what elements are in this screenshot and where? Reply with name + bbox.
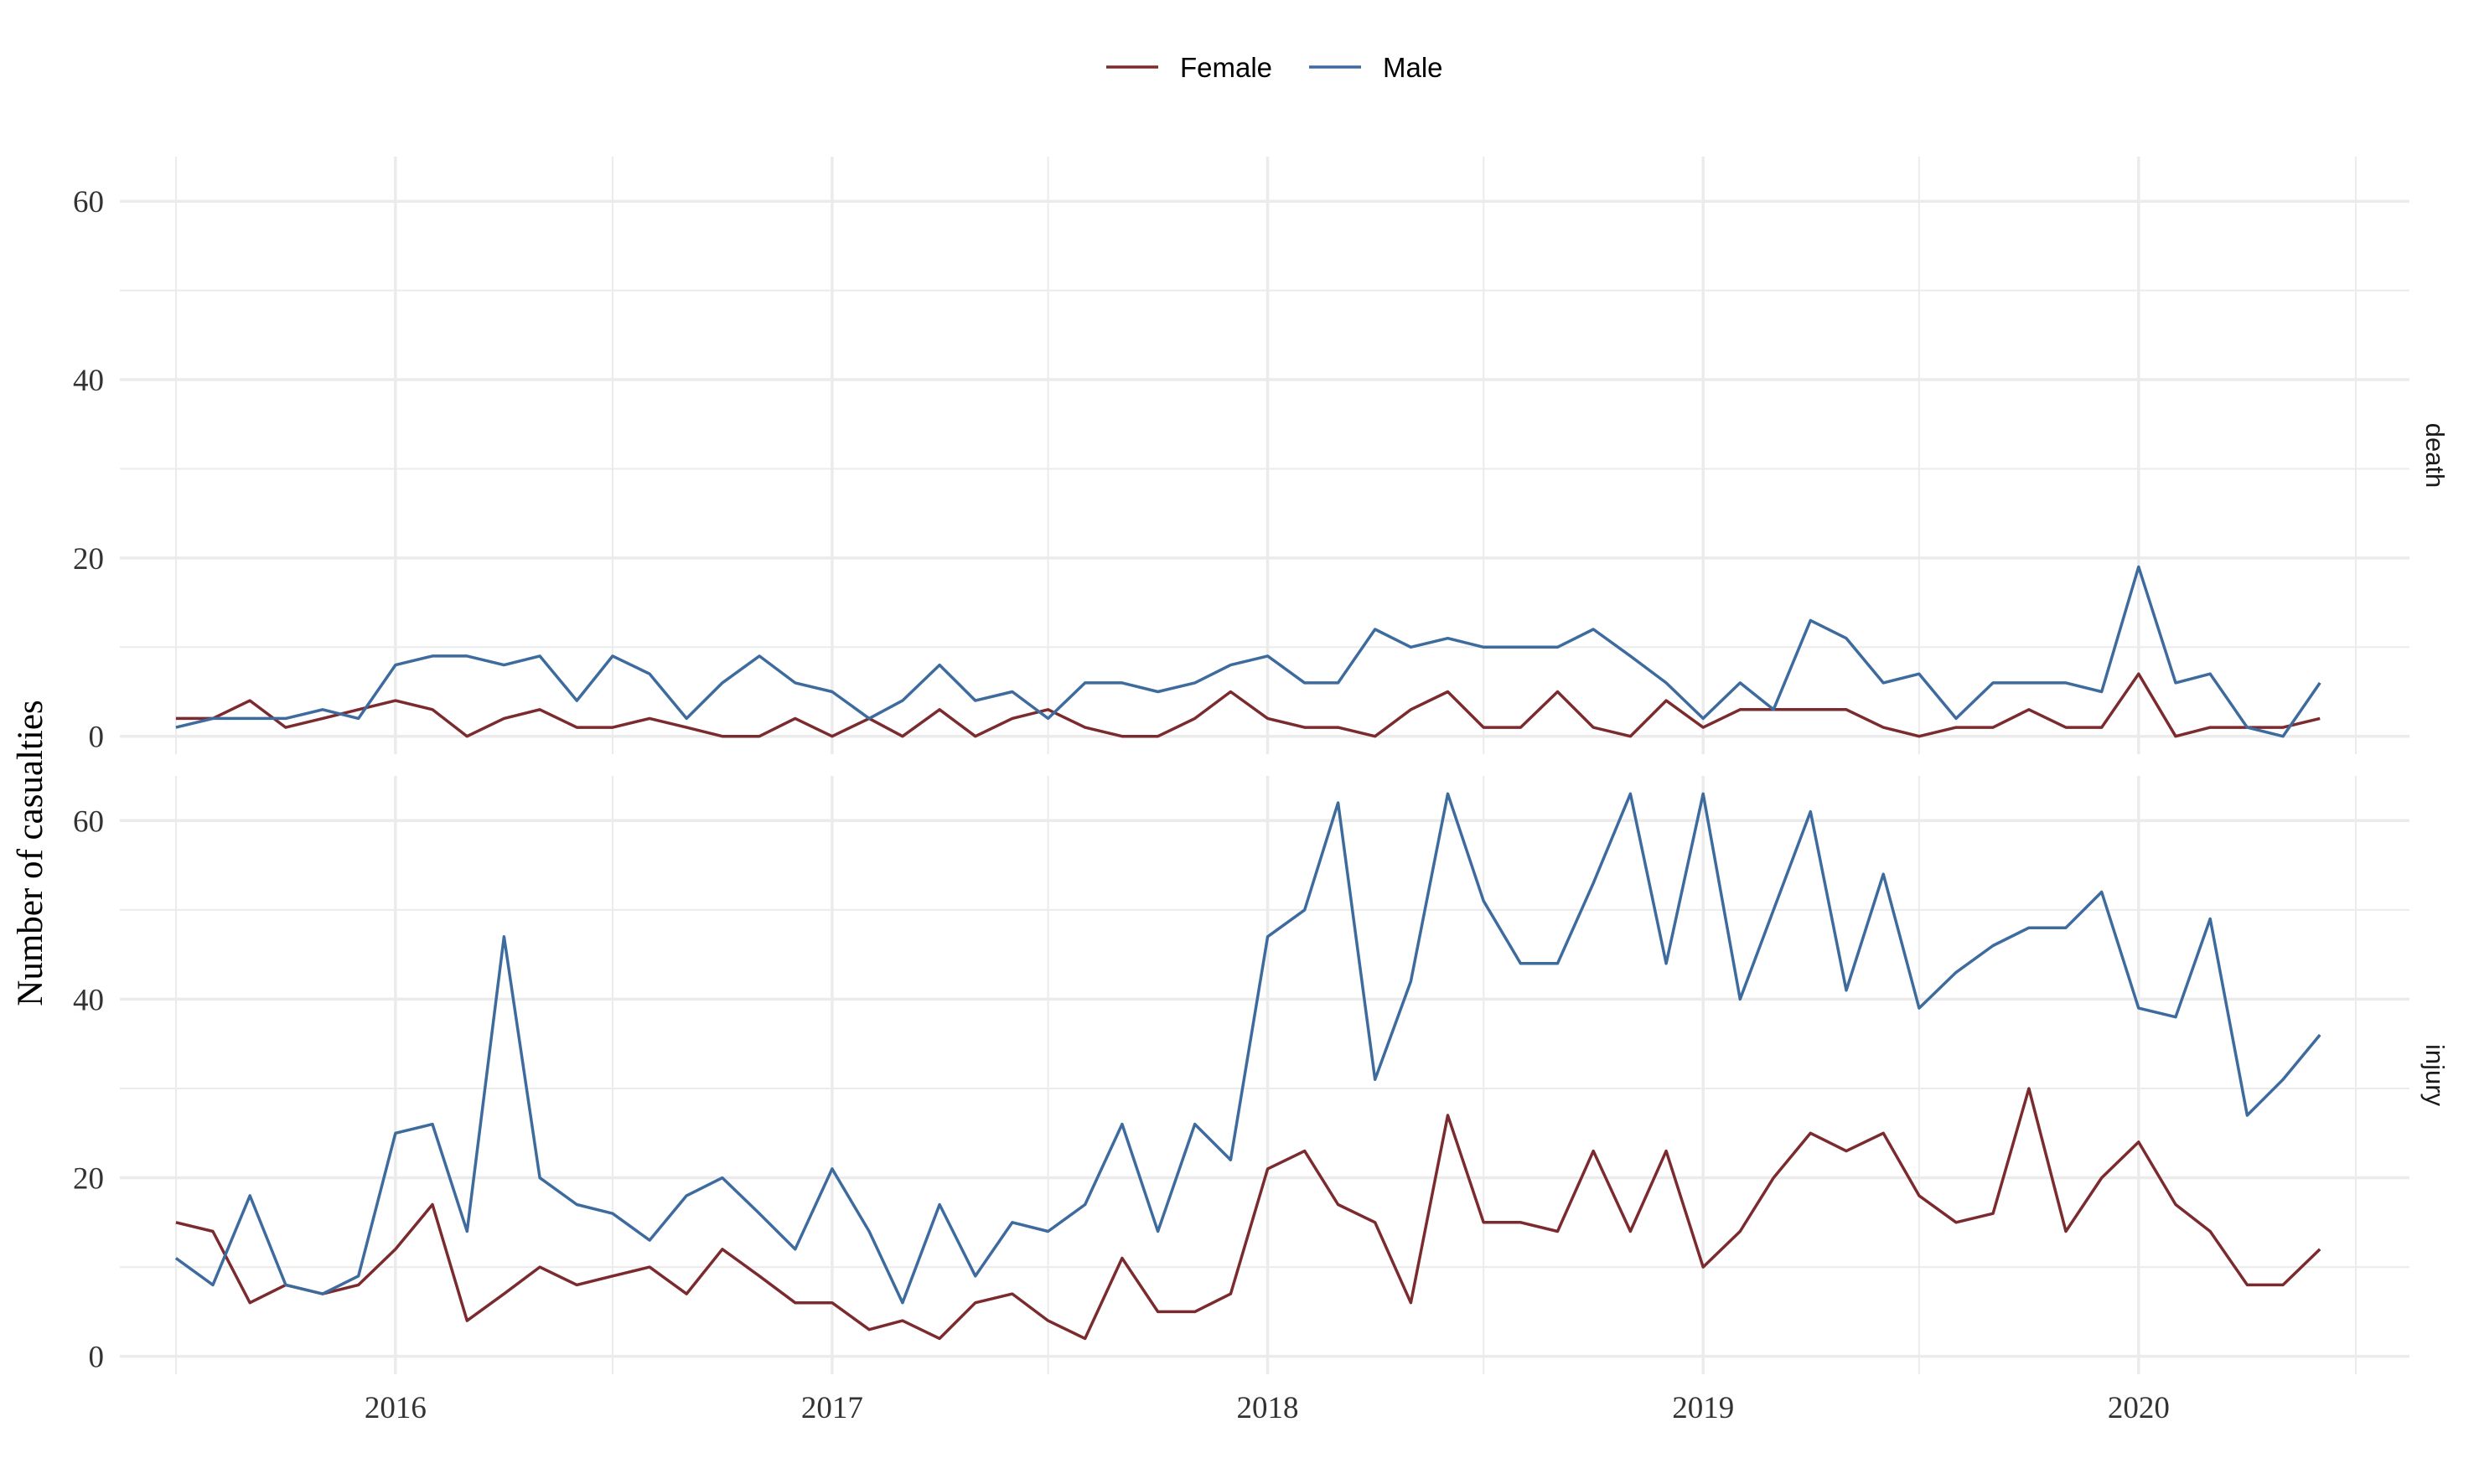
y-tick-label: 20 — [73, 1162, 104, 1197]
series-line-female-injury — [175, 1087, 2321, 1341]
x-tick-label: 2016 — [365, 1391, 427, 1425]
legend-item-female: Female — [1106, 52, 1272, 83]
x-axis: 2016 2017 2018 2019 2020 — [365, 1391, 2170, 1425]
strip-label: death — [2420, 423, 2450, 489]
y-tick-label: 0 — [89, 1341, 105, 1375]
panel-death: 0 20 40 60 death — [73, 157, 2450, 755]
y-tick-label: 20 — [73, 542, 104, 577]
x-tick-label: 2018 — [1237, 1391, 1299, 1425]
strip-label: injury — [2420, 1044, 2450, 1107]
y-tick-label: 60 — [73, 804, 104, 839]
legend: Female Male — [1106, 52, 1443, 83]
series-line-male-death — [175, 565, 2321, 738]
y-tick-label: 60 — [73, 185, 104, 220]
y-axis-title: Number of casualties — [11, 700, 50, 1006]
x-tick-label: 2020 — [2108, 1391, 2170, 1425]
y-tick-label: 0 — [89, 721, 105, 755]
series-line-female-death — [175, 672, 2321, 738]
panel-injury: 0 20 40 60 injury — [73, 776, 2450, 1375]
legend-label: Female — [1180, 52, 1272, 83]
series-line-male-injury — [174, 792, 2321, 1305]
legend-item-male: Male — [1309, 52, 1443, 83]
y-tick-label: 40 — [73, 364, 104, 398]
x-tick-label: 2019 — [1672, 1391, 1734, 1425]
y-tick-label: 40 — [73, 983, 104, 1017]
x-tick-label: 2017 — [801, 1391, 863, 1425]
legend-label: Male — [1383, 52, 1443, 83]
